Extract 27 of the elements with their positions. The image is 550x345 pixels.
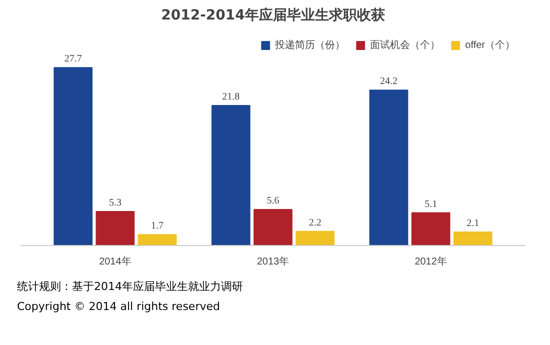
bar (138, 234, 177, 246)
bar (254, 209, 292, 246)
data-label: 21.8 (222, 92, 240, 103)
legend-label: 面试机会（个） (370, 38, 440, 52)
data-label: 24.2 (380, 76, 398, 88)
bar (369, 90, 408, 246)
x-tick-label: 2012年 (414, 256, 447, 268)
data-label: 5.3 (108, 197, 122, 208)
text: Copyright © 2014 all rights reserved (17, 298, 221, 314)
bar (211, 105, 250, 246)
data-label: 2.1 (466, 218, 480, 230)
bar (453, 232, 492, 246)
x-tick-label: 2014年 (99, 256, 132, 268)
bar (96, 210, 135, 246)
data-label: 27.7 (64, 54, 82, 65)
data-label: 5.6 (266, 196, 280, 207)
data-label: 2.2 (308, 217, 322, 228)
data-label: 1.7 (151, 220, 164, 232)
chart-title: 2012-2014年应届毕业生求职收获 (161, 6, 385, 24)
bar (411, 212, 450, 246)
legend-label: 投递简历（份） (275, 38, 346, 52)
legend-label: offer（个） (465, 39, 515, 52)
bar (296, 230, 335, 246)
data-label: 5.1 (424, 198, 438, 210)
text: 统计规则：基于2014年应届毕业生就业力调研 (17, 279, 243, 295)
bar (54, 67, 93, 246)
x-tick-label: 2013年 (256, 256, 290, 268)
